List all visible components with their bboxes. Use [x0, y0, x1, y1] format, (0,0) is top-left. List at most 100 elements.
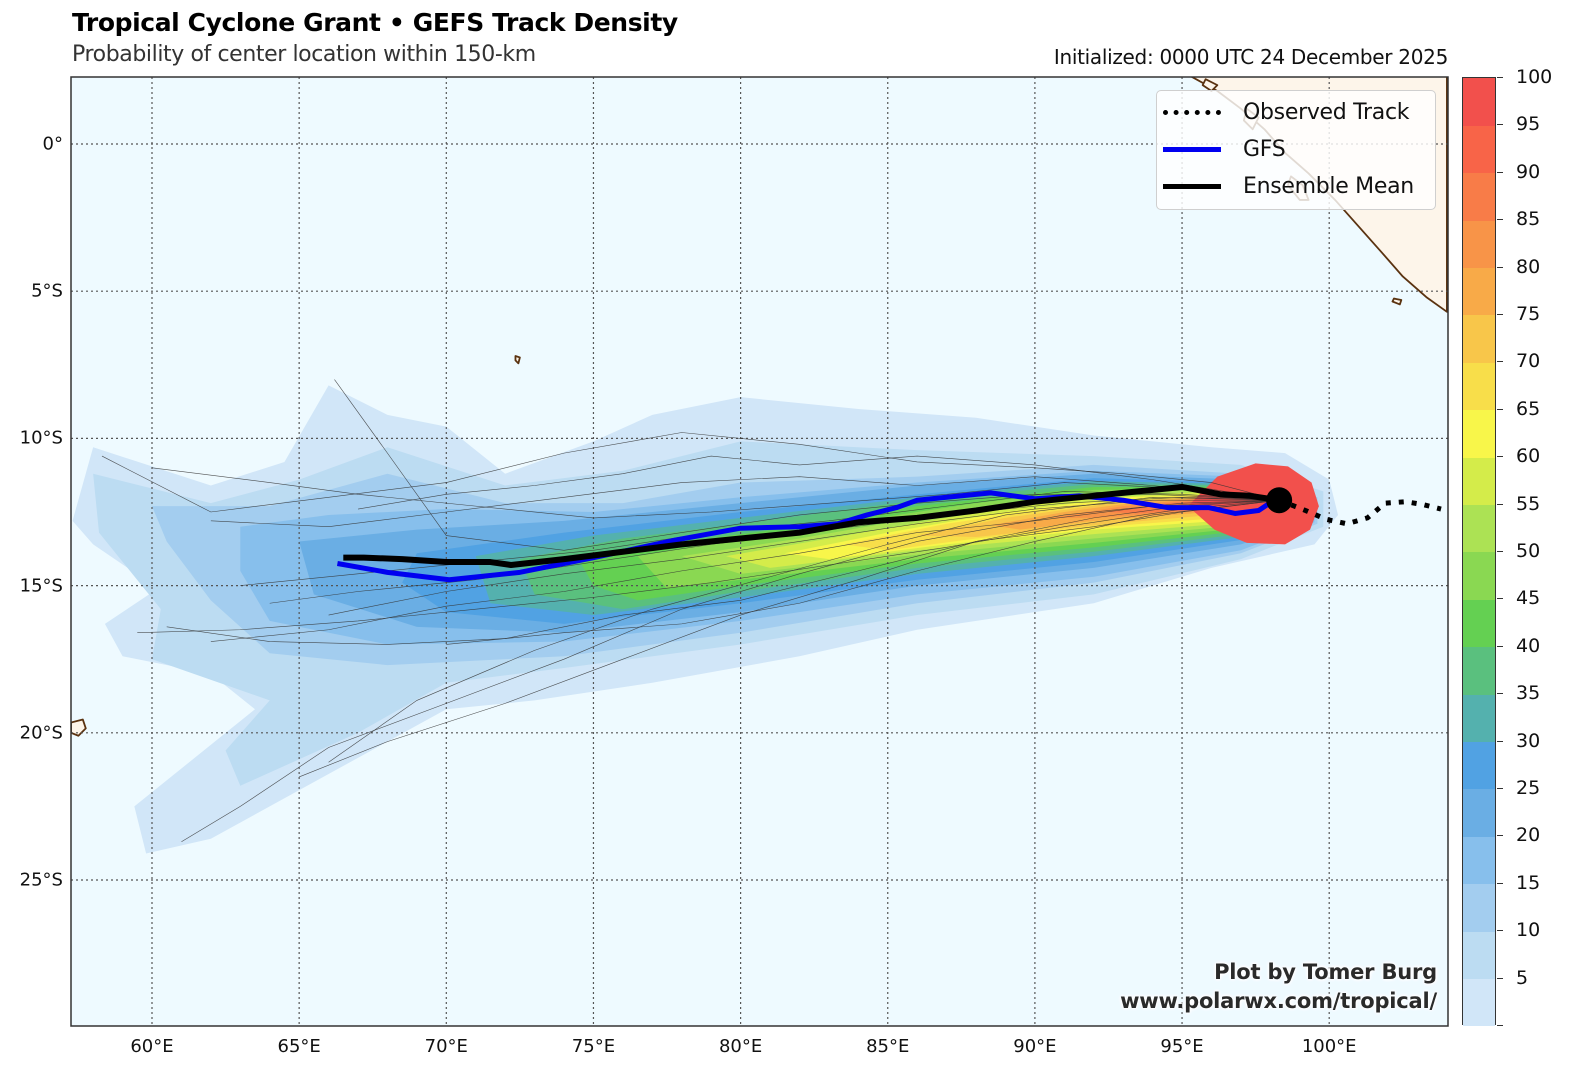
colorbar-bin — [1463, 362, 1495, 411]
colorbar-tick — [1497, 77, 1503, 78]
ensemble-mean-swatch — [1163, 183, 1221, 189]
y-tick-label: 5°S — [31, 280, 63, 302]
ensemble-mean-track-line — [343, 483, 1280, 568]
colorbar-tick — [1497, 124, 1503, 126]
colorbar-bin — [1463, 220, 1495, 269]
x-tick-label: 95°E — [1160, 1036, 1204, 1057]
colorbar-tick — [1497, 408, 1503, 410]
colorbar-tick — [1497, 740, 1503, 742]
member-track — [357, 455, 1280, 510]
colorbar-tick — [1497, 171, 1503, 173]
colorbar-tick-label: 80 — [1516, 255, 1541, 278]
colorbar-bin — [1463, 552, 1495, 600]
colorbar-tick — [1497, 788, 1503, 789]
colorbar-bin — [1463, 504, 1495, 553]
colorbar-tick-label: 5 — [1516, 966, 1529, 989]
colorbar-tick-label: 40 — [1516, 634, 1541, 657]
legend-item-ensemble-mean: Ensemble Mean — [1157, 169, 1414, 203]
member-track — [446, 499, 1280, 645]
y-tick-label: 0° — [42, 133, 63, 155]
member-track — [328, 499, 1280, 616]
colorbar-tick-label: 90 — [1516, 160, 1541, 183]
credit-url[interactable]: www.polarwx.com/tropical/ — [1120, 989, 1437, 1013]
colorbar-bin — [1463, 836, 1495, 885]
land-chagos — [514, 355, 521, 365]
colorbar-bin — [1463, 409, 1495, 458]
colorbar-bin — [1463, 931, 1495, 980]
ensemble-member-tracks — [101, 379, 1280, 842]
colorbar-bin — [1463, 172, 1495, 221]
x-tick-label: 90°E — [1013, 1036, 1057, 1057]
member-track — [137, 499, 1280, 634]
land-enggano — [1391, 297, 1403, 306]
colorbar-bin — [1463, 267, 1495, 316]
colorbar-tick — [1497, 551, 1503, 552]
x-tick-label: 80°E — [718, 1036, 763, 1057]
colorbar-tick-label: 75 — [1516, 303, 1541, 325]
colorbar-bin — [1463, 883, 1495, 932]
colorbar-tick — [1497, 219, 1503, 221]
colorbar-bin — [1463, 789, 1495, 837]
member-track — [210, 499, 1280, 642]
colorbar-tick-label: 15 — [1516, 871, 1541, 894]
colorbar — [1462, 77, 1496, 1027]
colorbar-tick-label: 35 — [1516, 682, 1541, 705]
y-tick-label: 20°S — [19, 722, 63, 744]
density-region-100 — [1187, 463, 1319, 545]
colorbar-tick-label: 85 — [1516, 208, 1541, 231]
colorbar-tick-label: 25 — [1516, 777, 1541, 799]
legend-label: Observed Track — [1243, 99, 1410, 125]
observed-track-line — [1278, 497, 1442, 527]
member-track — [101, 432, 1280, 513]
colorbar-tick — [1497, 361, 1503, 363]
colorbar-bin — [1463, 741, 1495, 790]
x-tick-label: 65°E — [277, 1036, 321, 1057]
colorbar-tick — [1497, 882, 1503, 884]
colorbar-tick — [1497, 977, 1503, 979]
gfs-swatch — [1163, 146, 1221, 152]
colorbar-tick — [1497, 314, 1503, 315]
colorbar-bin — [1463, 315, 1495, 363]
x-tick-label: 85°E — [866, 1036, 910, 1057]
colorbar-tick-label: 30 — [1516, 729, 1541, 752]
chart-title: Tropical Cyclone Grant • GEFS Track Dens… — [72, 8, 678, 37]
x-tick-label: 100°E — [1301, 1036, 1357, 1057]
colorbar-tick — [1497, 835, 1503, 837]
y-tick-label: 15°S — [19, 575, 63, 597]
colorbar-tick-label: 20 — [1516, 824, 1541, 847]
legend: Observed Track GFS Ensemble Mean — [1156, 90, 1436, 210]
colorbar-tick-label: 45 — [1516, 587, 1541, 610]
initialized-time: Initialized: 0000 UTC 24 December 2025 — [1053, 45, 1448, 69]
colorbar-bin — [1463, 694, 1495, 743]
colorbar-bin — [1463, 646, 1495, 695]
colorbar-tick — [1497, 598, 1503, 600]
chart-subtitle: Probability of center location within 15… — [72, 42, 536, 67]
colorbar-bin — [1463, 599, 1495, 648]
member-track — [181, 499, 1280, 842]
member-track — [299, 499, 1280, 778]
observed-track-swatch — [1163, 109, 1221, 115]
legend-label: Ensemble Mean — [1243, 173, 1414, 199]
colorbar-tick — [1497, 266, 1503, 268]
credit-author: Plot by Tomer Burg — [1214, 960, 1437, 984]
legend-item-gfs: GFS — [1157, 132, 1286, 166]
legend-label: GFS — [1243, 136, 1286, 162]
colorbar-bin — [1463, 457, 1495, 506]
colorbar-tick-label: 100 — [1516, 66, 1553, 88]
colorbar-tick-label: 50 — [1516, 540, 1541, 562]
member-track — [210, 476, 1280, 528]
colorbar-tick-label: 10 — [1516, 919, 1541, 942]
colorbar-tick-label: 70 — [1516, 350, 1541, 373]
colorbar-tick-label: 55 — [1516, 492, 1541, 515]
colorbar-bin — [1463, 978, 1495, 1027]
colorbar-tick — [1497, 930, 1503, 932]
colorbar-tick-label: 60 — [1516, 445, 1541, 468]
x-tick-label: 75°E — [571, 1036, 616, 1057]
x-tick-label: 70°E — [424, 1036, 468, 1057]
colorbar-bin — [1463, 78, 1495, 126]
colorbar-tick-label: 95 — [1516, 113, 1541, 136]
y-tick-label: 25°S — [19, 869, 63, 891]
y-tick-label: 10°S — [19, 427, 63, 449]
member-track — [151, 467, 1280, 519]
